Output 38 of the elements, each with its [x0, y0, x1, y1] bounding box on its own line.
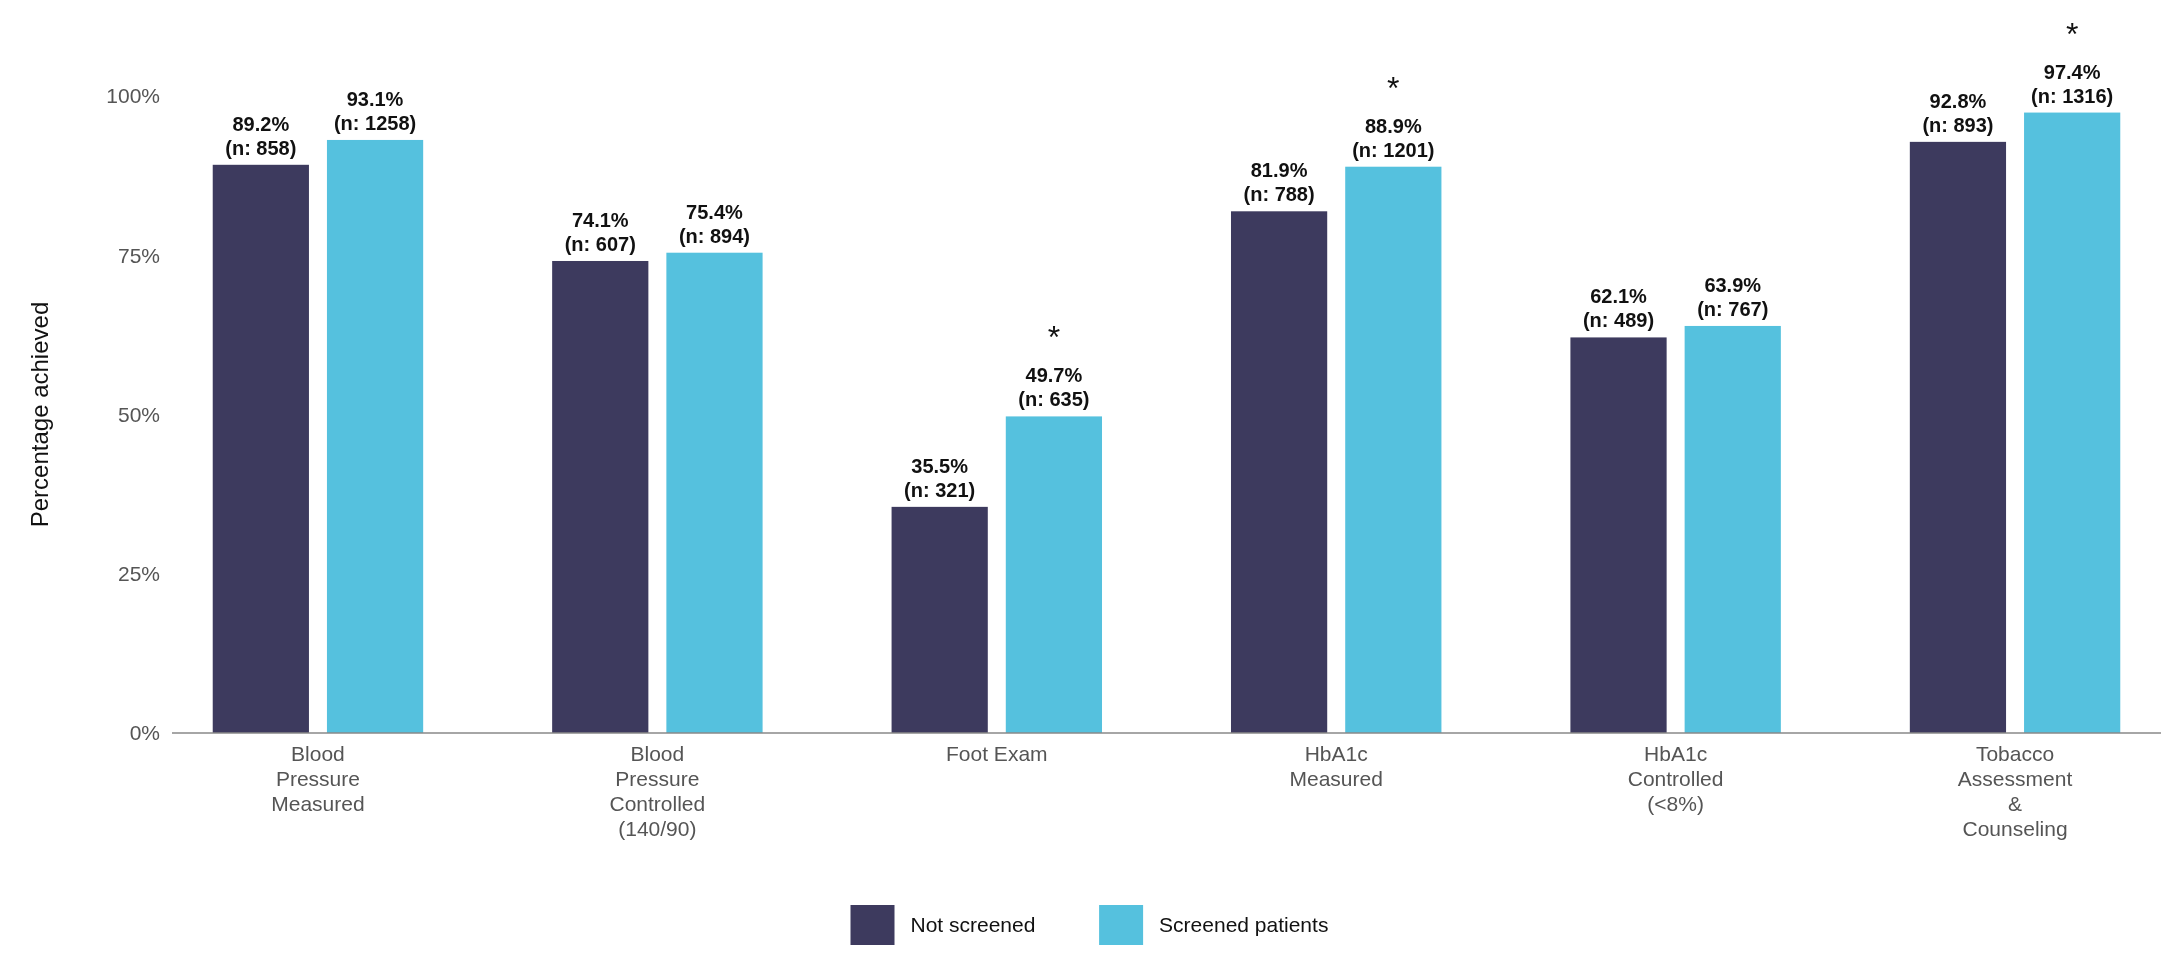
data-label: 89.2% (n: 858) [225, 112, 297, 159]
legend-label: Not screened [910, 913, 1036, 937]
bar [1570, 337, 1667, 733]
legend-label: Screened patients [1159, 913, 1329, 937]
data-label: 63.9% (n: 767) [1697, 273, 1769, 320]
data-label: * 88.9% (n: 1201) [1352, 69, 1435, 161]
data-label: * 49.7% (n: 635) [1018, 319, 1090, 411]
bar [1345, 166, 1442, 733]
y-tick-label: 25% [117, 562, 160, 586]
data-label: 92.8% (n: 893) [1922, 89, 1994, 136]
x-tick-label: Foot Exam [946, 742, 1048, 765]
x-tick-label: Blood Pressure Controlled (140/90) [609, 742, 706, 840]
bar [212, 164, 309, 733]
bar [1230, 211, 1328, 733]
x-tick-label: HbA1c Controlled (<8%) [1627, 742, 1724, 815]
y-axis-title: Percentage achieved [26, 301, 53, 528]
y-tick-label: 100% [106, 84, 160, 108]
bar [2024, 112, 2121, 733]
data-label: 74.1% (n: 607) [564, 208, 636, 255]
data-label: 35.5% (n: 321) [904, 454, 976, 501]
x-tick-label: Blood Pressure Measured [271, 742, 365, 815]
y-tick-label: 75% [117, 243, 160, 267]
x-tick-label: HbA1c Measured [1289, 742, 1383, 790]
bar [326, 139, 424, 733]
x-tick-label: Tobacco Assessment & Counseling [1957, 742, 2073, 840]
bar [1005, 416, 1103, 733]
y-tick-label: 50% [117, 402, 160, 426]
bar [666, 252, 763, 733]
bar [552, 260, 649, 733]
data-label: * 97.4% (n: 1316) [2031, 15, 2114, 107]
data-label: 81.9% (n: 788) [1243, 159, 1315, 206]
bar [891, 506, 988, 733]
data-label: 75.4% (n: 894) [678, 200, 751, 247]
bar [1684, 325, 1781, 733]
data-label: 62.1% (n: 489) [1582, 285, 1655, 332]
data-label: 93.1% (n: 1258) [333, 87, 417, 134]
y-tick-label: 0% [129, 721, 160, 745]
bar [1909, 141, 2007, 733]
